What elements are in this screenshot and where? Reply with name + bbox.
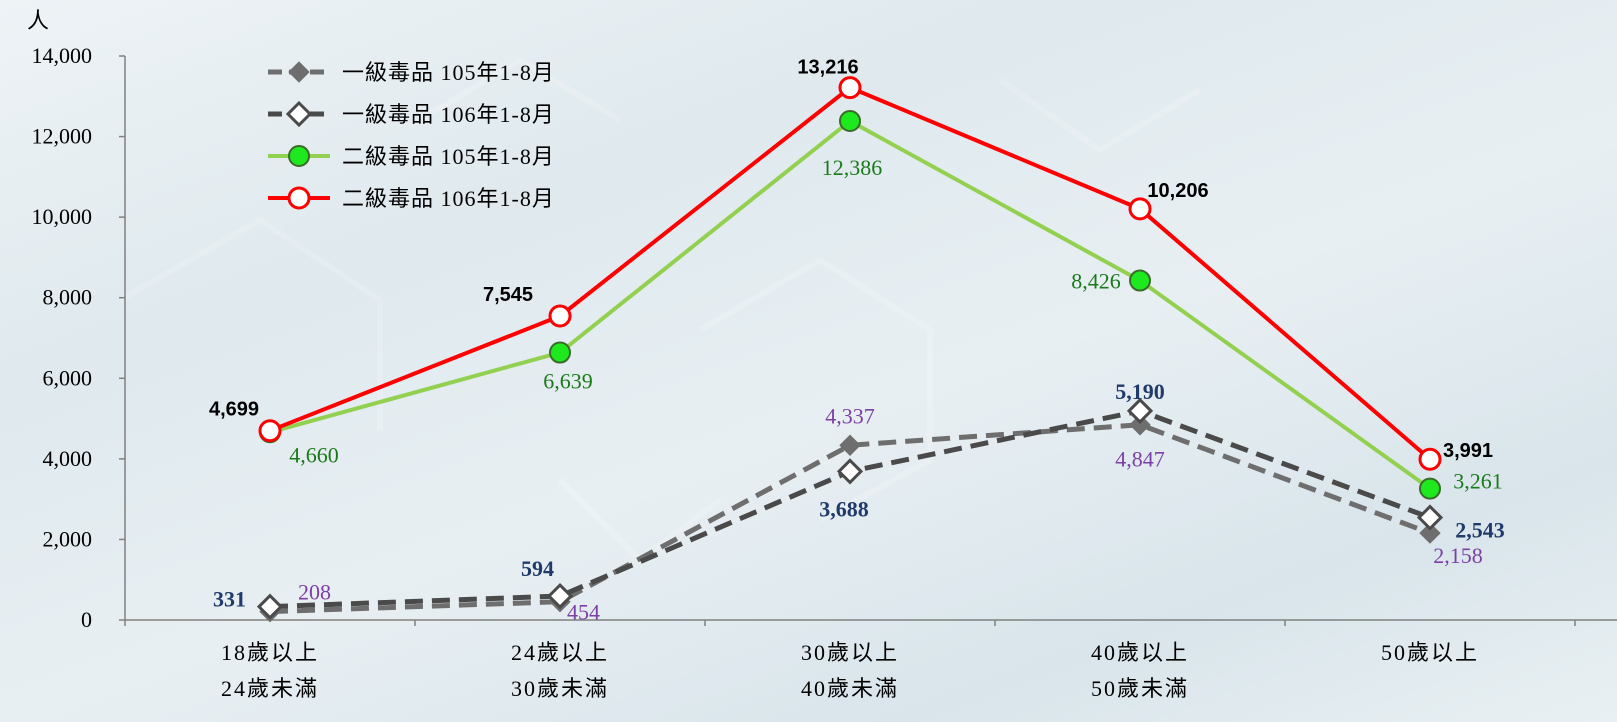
series-layer bbox=[256, 76, 1444, 623]
circle-marker bbox=[549, 341, 571, 364]
y-axis-unit-label: 人 bbox=[27, 8, 49, 33]
legend-label: 二級毒品 105年1-8月 bbox=[342, 144, 555, 169]
y-tick-label: 14,000 bbox=[32, 43, 93, 68]
legend-item: 二級毒品 105年1-8月 bbox=[268, 144, 555, 169]
legend-item: 二級毒品 106年1-8月 bbox=[268, 186, 555, 211]
data-label: 8,426 bbox=[1071, 269, 1121, 294]
data-label: 4,847 bbox=[1115, 447, 1165, 472]
x-tick-label: 40歲未滿 bbox=[801, 676, 899, 701]
circle-open-marker bbox=[838, 76, 862, 100]
circle-marker bbox=[1129, 269, 1151, 292]
y-tick-label: 12,000 bbox=[32, 124, 93, 149]
data-label: 4,660 bbox=[289, 442, 339, 467]
circle-open-marker bbox=[287, 186, 311, 210]
diamond-open-marker bbox=[836, 458, 864, 485]
diamond-marker bbox=[839, 434, 861, 456]
x-tick-label: 40歲以上 bbox=[1091, 640, 1189, 665]
diamond-marker bbox=[1129, 414, 1151, 436]
data-label: 208 bbox=[298, 580, 331, 605]
diamond-open-marker bbox=[285, 100, 313, 128]
x-tick-label: 30歲未滿 bbox=[511, 676, 609, 701]
data-label: 4,699 bbox=[209, 399, 259, 421]
diamond-marker bbox=[288, 61, 310, 83]
background-decoration bbox=[118, 56, 1202, 564]
data-label: 2,543 bbox=[1455, 518, 1505, 543]
data-label: 3,261 bbox=[1453, 469, 1503, 494]
legend-label: 二級毒品 106年1-8月 bbox=[342, 186, 555, 211]
data-label: 4,337 bbox=[825, 403, 875, 428]
series-1 bbox=[256, 397, 1444, 620]
diamond-open-marker bbox=[256, 593, 284, 620]
diamond-open-marker bbox=[1126, 397, 1154, 425]
x-tick-label: 30歲以上 bbox=[801, 640, 899, 665]
series-3 bbox=[258, 76, 1442, 471]
data-label: 594 bbox=[521, 556, 554, 581]
x-tick-label: 24歲未滿 bbox=[221, 676, 319, 701]
data-label: 10,206 bbox=[1147, 180, 1208, 202]
legend-label: 一級毒品 105年1-8月 bbox=[342, 60, 555, 85]
y-tick-label: 10,000 bbox=[32, 204, 93, 229]
x-tick-label: 18歲以上 bbox=[221, 640, 319, 665]
legend-label: 一級毒品 106年1-8月 bbox=[342, 102, 555, 127]
data-label: 3,991 bbox=[1443, 440, 1493, 462]
diamond-open-marker bbox=[546, 582, 574, 610]
data-label: 6,639 bbox=[543, 369, 593, 394]
circle-open-marker bbox=[1128, 197, 1152, 221]
data-labels: 208 454 4,337 4,847 2,158 331 594 3,688 5,190 2,5… bbox=[209, 57, 1505, 625]
y-tick-label: 4,000 bbox=[43, 446, 93, 471]
y-tick-label: 2,000 bbox=[43, 526, 93, 551]
y-tick-label: 8,000 bbox=[43, 285, 93, 310]
circle-open-marker bbox=[548, 304, 572, 328]
circle-marker bbox=[1419, 477, 1441, 500]
circle-open-marker bbox=[1418, 447, 1442, 471]
x-tick-label: 50歲未滿 bbox=[1091, 676, 1189, 701]
legend-item: 一級毒品 105年1-8月 bbox=[268, 60, 555, 85]
data-label: 5,190 bbox=[1115, 379, 1165, 404]
diamond-open-marker bbox=[1416, 504, 1444, 531]
axes: 人 0 2,000 4,000 6,000 8,000 10,000 12,000 14,000… bbox=[27, 8, 1617, 701]
x-tick-label: 24歲以上 bbox=[511, 640, 609, 665]
circle-marker bbox=[839, 110, 861, 133]
data-label: 3,688 bbox=[819, 496, 869, 521]
series-line bbox=[269, 422, 1431, 615]
data-label: 331 bbox=[213, 587, 246, 612]
y-tick-label: 0 bbox=[81, 607, 92, 632]
data-label: 12,386 bbox=[822, 155, 883, 180]
y-tick-label: 6,000 bbox=[43, 365, 93, 390]
circle-open-marker bbox=[258, 419, 282, 443]
data-label: 7,545 bbox=[483, 284, 533, 306]
data-label: 454 bbox=[567, 600, 600, 625]
data-label: 13,216 bbox=[797, 57, 858, 79]
diamond-marker bbox=[1419, 522, 1441, 544]
x-tick-label: 50歲以上 bbox=[1381, 640, 1479, 665]
data-label: 2,158 bbox=[1433, 543, 1483, 568]
legend-item: 一級毒品 106年1-8月 bbox=[268, 100, 555, 128]
circle-marker bbox=[288, 145, 310, 167]
